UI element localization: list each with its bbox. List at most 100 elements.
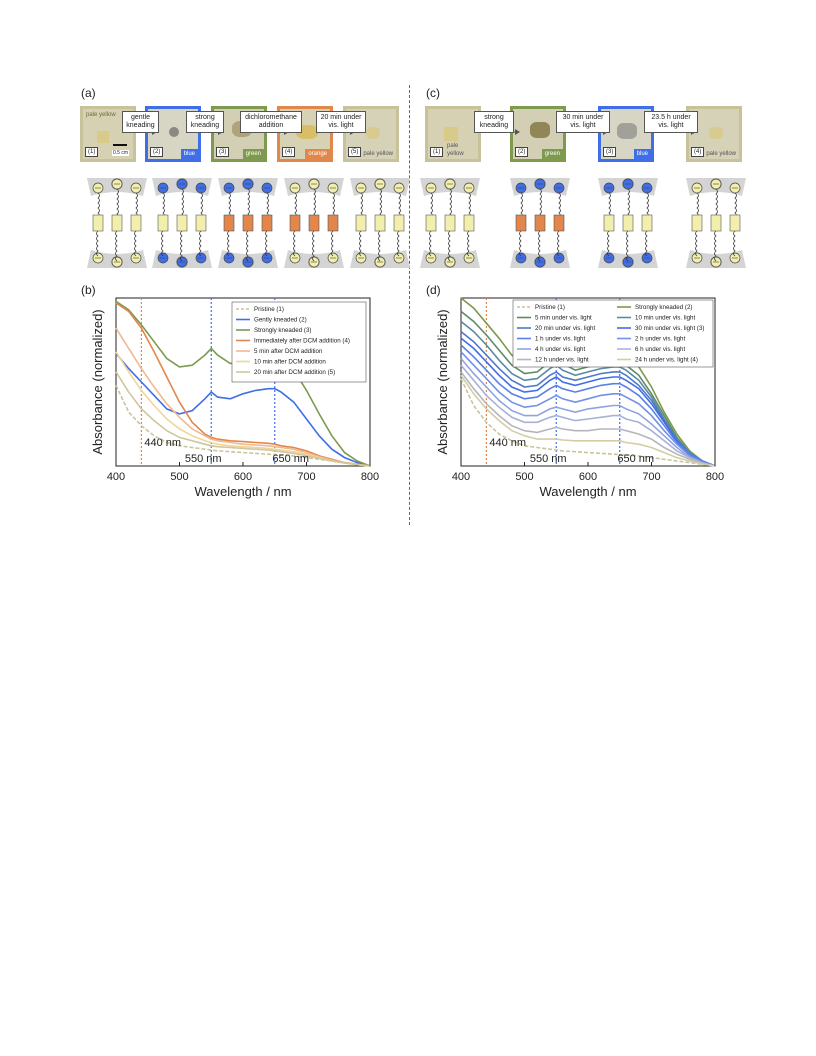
alkyl-chain (558, 192, 561, 219)
core-unit (223, 214, 235, 232)
molecule-assembly (152, 178, 212, 268)
alkyl-chain (608, 192, 611, 219)
alkyl-chain (714, 230, 717, 262)
photo-c4-number: (4) (691, 147, 705, 157)
scale-bar-label: 0.5 cm (111, 150, 129, 156)
core-unit (92, 214, 104, 232)
alkyl-chain (646, 192, 649, 219)
core-unit (157, 214, 169, 232)
alkyl-chain (313, 188, 316, 220)
alkyl-chain (181, 188, 184, 220)
panel-label-b: (b) (81, 283, 96, 297)
molecule-assembly (87, 178, 147, 268)
core-unit (176, 214, 188, 232)
legend-label: 10 min after DCM addition (254, 359, 326, 366)
legend-label: Gently kneaded (2) (254, 317, 307, 324)
x-tick-label: 500 (515, 471, 533, 483)
core-unit (691, 214, 703, 232)
photo-a1-color-label: pale yellow (86, 112, 116, 118)
alkyl-chain (715, 188, 718, 220)
core-unit (393, 214, 405, 232)
series-line (460, 371, 716, 467)
alkyl-chain (161, 230, 164, 257)
photo-a4-number: (4) (282, 147, 296, 157)
x-tick-label: 400 (452, 471, 470, 483)
chart-d: 400 500 600 700 800 Wavelength / nm Absorbance… (435, 297, 724, 499)
alkyl-chain (293, 230, 296, 257)
x-tick-label: 600 (234, 471, 252, 483)
core-unit (374, 214, 386, 232)
wavelength-annotation: 440 nm (144, 437, 181, 449)
legend-label: 5 min after DCM addition (254, 348, 323, 355)
arrow-label-c1: strong kneading (474, 111, 514, 133)
legend-box (512, 299, 714, 368)
alkyl-chain (180, 230, 183, 262)
alkyl-chain (312, 230, 315, 262)
alkyl-chain (200, 192, 203, 219)
photo-a5: (5) pale yellow (343, 106, 399, 162)
legend-label: 10 min under vis. light (635, 315, 695, 322)
alkyl-chain (265, 230, 268, 257)
series-line (115, 327, 371, 467)
legend: Pristine (1) Gently kneaded (2) Strongly k… (231, 301, 367, 383)
x-tick-label: 700 (297, 471, 315, 483)
panel-label-c: (c) (426, 86, 440, 100)
alkyl-chain (162, 192, 165, 219)
alkyl-chain (378, 230, 381, 262)
legend-label: 4 h under vis. light (535, 346, 585, 353)
alkyl-chain (429, 230, 432, 257)
series-line (115, 302, 371, 467)
photo-c2-color-label: green (541, 149, 563, 159)
alkyl-chain (246, 230, 249, 262)
photo-a2: (2) blue (145, 106, 201, 162)
core-unit (515, 214, 527, 232)
series-line (460, 364, 716, 467)
legend-label: 2 h under vis. light (635, 336, 685, 343)
legend-label: Strongly kneaded (2) (635, 304, 692, 311)
alkyl-chain (379, 188, 382, 220)
photo-a1-number: (1) (85, 147, 99, 157)
molecule-assembly (510, 178, 570, 268)
photo-c3-number: (3) (603, 147, 617, 157)
alkyl-chain (359, 230, 362, 257)
photo-c3-color-label: blue (633, 149, 651, 159)
scale-bar (113, 144, 127, 146)
wavelength-annotation: 550 nm (530, 453, 567, 465)
legend-label: 6 h under vis. light (635, 346, 685, 353)
wavelength-annotation: 440 nm (489, 437, 526, 449)
photo-a4-color-label: orange (305, 149, 330, 159)
alkyl-chain (430, 192, 433, 219)
core-unit (603, 214, 615, 232)
core-unit (111, 214, 123, 232)
core-unit (444, 214, 456, 232)
photo-a3-number: (3) (216, 147, 230, 157)
core-unit (622, 214, 634, 232)
arrow-label-a4: 20 min under vis. light (316, 111, 366, 133)
photo-a5-number: (5) (348, 147, 362, 157)
molecule-assembly (420, 178, 480, 268)
photo-c4: (4) pale yellow (686, 106, 742, 162)
molecular-schematics (87, 178, 746, 268)
legend-label: Pristine (1) (535, 304, 565, 311)
core-unit (534, 214, 546, 232)
photo-c1: (1) pale yellow (425, 106, 481, 162)
wavelength-annotation: 650 nm (272, 453, 309, 465)
alkyl-chain (467, 230, 470, 257)
legend: Pristine (1) Strongly kneaded (2) 5 min un… (512, 299, 714, 368)
core-unit (261, 214, 273, 232)
series-line (460, 344, 716, 467)
y-axis-label: Absorbance (normalized) (90, 309, 105, 454)
panel-c-arrows (481, 129, 696, 135)
series-line (115, 371, 371, 467)
alkyl-chain (607, 230, 610, 257)
core-unit (641, 214, 653, 232)
core-unit (195, 214, 207, 232)
series-line (460, 320, 716, 467)
x-tick-label: 800 (706, 471, 724, 483)
legend-label: Pristine (1) (254, 306, 284, 313)
alkyl-chain (228, 192, 231, 219)
legend-label: 20 min under vis. light (535, 325, 595, 332)
photo-c1-color-label: pale yellow (447, 143, 464, 157)
alkyl-chain (294, 192, 297, 219)
arrow-label-c2: 30 min under vis. light (556, 111, 610, 133)
